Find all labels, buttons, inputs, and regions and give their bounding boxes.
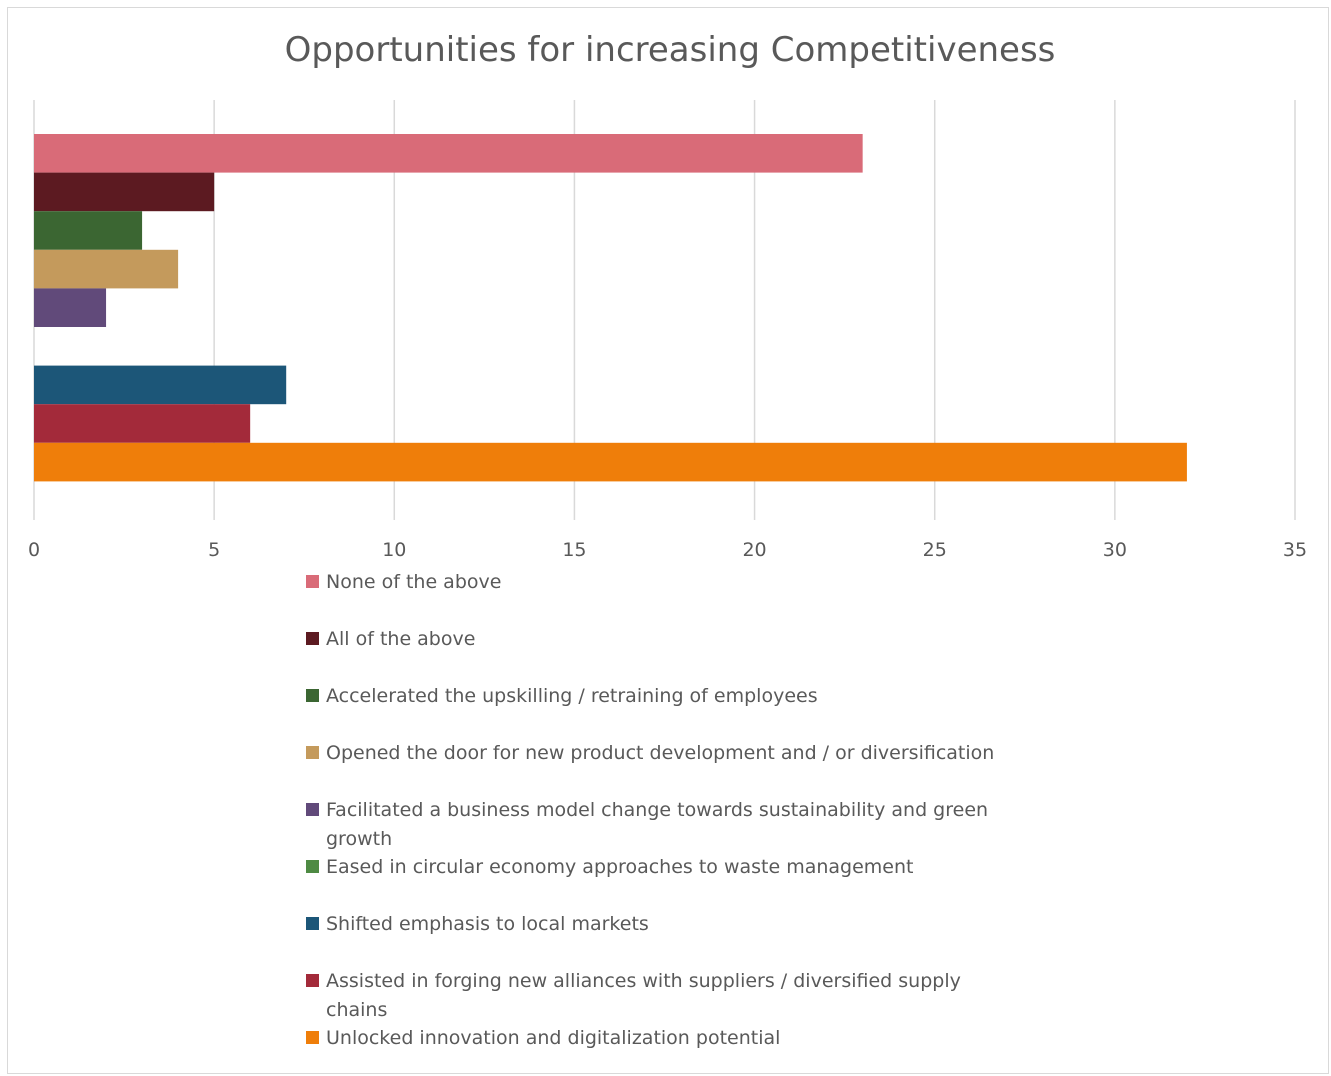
x-tick-label: 5: [208, 539, 220, 561]
bar-3: [34, 249, 179, 289]
legend-swatch: [306, 746, 319, 759]
legend-swatch: [306, 689, 319, 702]
legend-label: Assisted in forging new alliances with s…: [326, 970, 961, 1021]
legend-label: Opened the door for new product developm…: [326, 742, 995, 764]
legend-swatch: [306, 1031, 319, 1044]
legend-swatch: [306, 974, 319, 987]
legend-swatch: [306, 860, 319, 873]
x-tick-label: 30: [1103, 539, 1127, 561]
legend-item: Unlocked innovation and digitalization p…: [306, 1024, 1016, 1053]
legend-item: Accelerated the upskilling / retraining …: [306, 682, 1016, 711]
x-tick-label: 10: [382, 539, 406, 561]
bar-0: [34, 134, 863, 173]
legend-item: Facilitated a business model change towa…: [306, 796, 1016, 854]
x-tick-label: 20: [742, 539, 766, 561]
bar-8: [34, 442, 1187, 482]
legend-label: None of the above: [326, 571, 502, 593]
plot-area: 0 5 10 15 20 25 30 35: [28, 100, 1307, 561]
bars: [34, 134, 1187, 482]
legend-swatch: [306, 575, 319, 588]
legend-swatch: [306, 917, 319, 930]
legend-label: Facilitated a business model change towa…: [326, 799, 989, 850]
legend-swatch: [306, 632, 319, 645]
x-tick-label: 0: [28, 539, 40, 561]
legend-label: Eased in circular economy approaches to …: [326, 856, 914, 878]
legend-item: Opened the door for new product developm…: [306, 739, 1016, 768]
legend-label: Accelerated the upskilling / retraining …: [326, 685, 818, 707]
bar-2: [34, 211, 143, 250]
legend-item: Shifted emphasis to local markets: [306, 910, 1016, 939]
x-tick-label: 15: [562, 539, 586, 561]
legend-swatch: [306, 803, 319, 816]
bar-7: [34, 404, 251, 443]
bar-6: [34, 365, 287, 405]
legend-label: Unlocked innovation and digitalization p…: [326, 1027, 781, 1049]
x-tick-label: 35: [1283, 539, 1307, 561]
legend-label: Shifted emphasis to local markets: [326, 913, 649, 935]
legend-item: Eased in circular economy approaches to …: [306, 853, 1016, 882]
bar-1: [34, 172, 215, 212]
bar-4: [34, 288, 107, 327]
chart-title: Opportunities for increasing Competitive…: [284, 30, 1056, 70]
legend-item: None of the above: [306, 568, 1016, 597]
legend-item: Assisted in forging new alliances with s…: [306, 967, 1016, 1025]
legend-label: All of the above: [326, 628, 476, 650]
legend-item: All of the above: [306, 625, 1016, 654]
chart-frame: [7, 7, 1329, 1074]
x-tick-label: 25: [923, 539, 947, 561]
x-axis-ticks: 0 5 10 15 20 25 30 35: [28, 539, 1307, 561]
